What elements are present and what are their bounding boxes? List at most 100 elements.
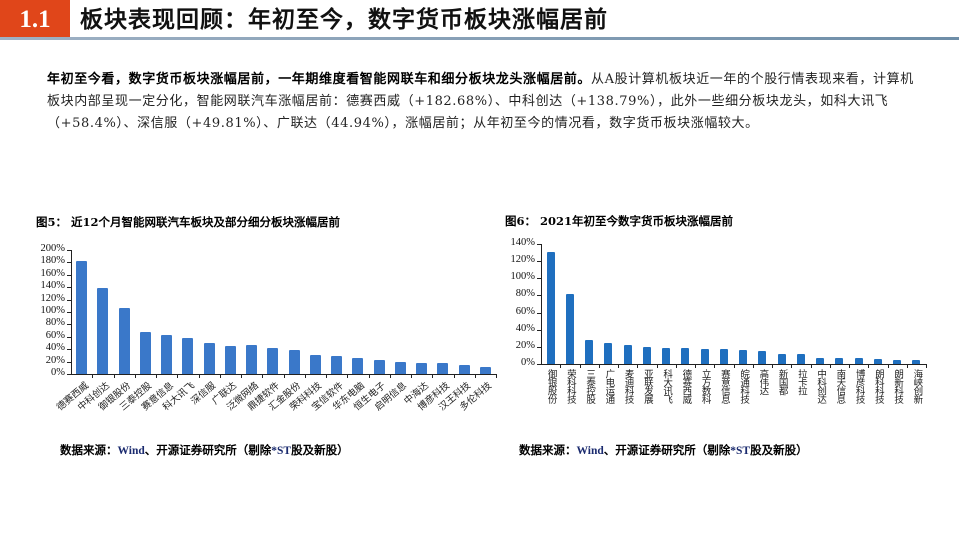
y-tick xyxy=(67,361,71,363)
x-tick xyxy=(926,364,927,368)
bar xyxy=(835,358,844,364)
x-tick xyxy=(618,364,619,368)
x-tick xyxy=(496,374,497,378)
x-tick-label: 博彦科技 xyxy=(853,369,865,403)
y-tick-label: 120% xyxy=(510,254,536,266)
bar xyxy=(97,287,109,374)
x-tick-label: 广电运通 xyxy=(603,369,615,403)
bar xyxy=(118,307,130,374)
bar xyxy=(161,334,173,374)
y-tick xyxy=(67,374,71,375)
y-tick-label: 60% xyxy=(515,305,535,317)
y-tick xyxy=(537,346,541,348)
y-tick xyxy=(67,287,71,289)
source-mid: 、开源证券研究所（剔除 xyxy=(603,443,731,457)
slide-header: 1.1 板块表现回顾：年初至今，数字货币板块涨幅居前 xyxy=(0,0,959,40)
y-tick-label: 120% xyxy=(40,292,66,304)
y-tick-label: 160% xyxy=(40,267,66,279)
source-wind: Wind xyxy=(117,445,145,457)
y-tick xyxy=(537,244,541,245)
y-tick-label: 80% xyxy=(45,317,65,329)
x-tick xyxy=(177,374,179,378)
x-tick xyxy=(411,374,412,378)
x-tick-label: 中科创达 xyxy=(815,369,827,403)
x-tick xyxy=(92,374,94,378)
y-tick-label: 40% xyxy=(515,322,535,334)
x-tick xyxy=(219,374,221,378)
y-tick xyxy=(67,299,71,301)
source-mid: 、开源证券研究所（剔除 xyxy=(144,443,272,457)
y-tick-label: 40% xyxy=(45,342,65,354)
y-tick-label: 0% xyxy=(51,367,65,378)
bar xyxy=(309,355,321,374)
bar xyxy=(352,357,364,374)
x-tick xyxy=(695,364,696,368)
x-tick xyxy=(829,364,831,368)
x-tick xyxy=(752,364,754,368)
bar xyxy=(681,348,690,364)
figure-5-source: 数据来源：Wind、开源证券研究所（剔除*ST股及新股） xyxy=(60,442,349,458)
x-tick xyxy=(156,374,157,378)
y-tick xyxy=(537,278,541,280)
bar xyxy=(719,349,728,364)
y-tick xyxy=(67,262,71,264)
y-tick xyxy=(537,312,541,314)
bar xyxy=(373,360,385,374)
x-tick-label: 赛意信息 xyxy=(718,369,730,403)
x-tick-label: 亚联发展 xyxy=(641,369,653,403)
bar xyxy=(585,340,594,364)
bar xyxy=(458,364,470,374)
x-tick-label: 南天信息 xyxy=(834,369,846,403)
bar xyxy=(912,359,921,364)
source-wind: Wind xyxy=(576,445,604,457)
source-st: *ST xyxy=(271,445,292,457)
x-tick xyxy=(389,374,391,378)
figure-5-caption: 近12个月智能网联汽车板块及部分细分板块涨幅居前 xyxy=(71,215,341,229)
bar xyxy=(758,351,767,364)
bar xyxy=(288,349,300,374)
bar xyxy=(479,366,491,374)
bar xyxy=(546,251,555,364)
x-tick xyxy=(868,364,870,368)
x-tick-label: 朗科科技 xyxy=(872,369,884,403)
x-tick xyxy=(113,374,115,378)
page-title: 板块表现回顾：年初至今，数字货币板块涨幅居前 xyxy=(80,6,608,33)
figure-6-label: 图6： xyxy=(505,214,537,228)
x-tick xyxy=(714,364,716,368)
x-tick-label: 三泰控股 xyxy=(584,369,596,403)
y-tick-label: 140% xyxy=(510,237,536,248)
y-tick xyxy=(67,324,71,326)
x-tick xyxy=(198,374,200,378)
x-tick xyxy=(241,374,242,378)
bar xyxy=(700,349,709,364)
x-tick xyxy=(637,364,639,368)
y-tick xyxy=(537,329,541,331)
bar xyxy=(394,362,406,374)
x-tick-label: 荣科科技 xyxy=(564,369,576,403)
x-tick xyxy=(432,374,434,378)
x-tick-label: 拉卡拉 xyxy=(795,369,807,395)
x-tick xyxy=(598,364,600,368)
summary-bold: 年初至今看，数字货币板块涨幅居前，一年期维度看智能网联车和细分板块龙头涨幅居前。 xyxy=(47,72,592,87)
x-tick-label: 朗新科技 xyxy=(892,369,904,403)
x-tick xyxy=(579,364,581,368)
summary-paragraph: 年初至今看，数字货币板块涨幅居前，一年期维度看智能网联车和细分板块龙头涨幅居前。… xyxy=(47,69,927,135)
x-tick-label: 高伟达 xyxy=(757,369,769,395)
summary-body: 从A股计算机板块近一年的个股行情表现来看，计算机板块内部呈现一定分化，智能网联汽… xyxy=(47,72,914,131)
source-prefix: 数据来源： xyxy=(519,443,577,457)
x-tick xyxy=(656,364,658,368)
y-tick xyxy=(537,261,541,263)
x-tick-label: 科大讯飞 xyxy=(661,369,673,403)
figure-5-title: 图5： 近12个月智能网联汽车板块及部分细分板块涨幅居前 xyxy=(36,214,340,230)
bar xyxy=(203,343,215,374)
x-tick xyxy=(849,364,850,368)
bar xyxy=(796,354,805,364)
x-tick-label: 立方数科 xyxy=(699,369,711,403)
x-tick xyxy=(675,364,677,368)
y-tick-label: 60% xyxy=(45,329,65,341)
chart-right-bar: 0% 20% 40% 60% 80% 100% 120% 140% 御银股份 荣科科技 三泰控股 广电… xyxy=(510,237,927,403)
y-tick xyxy=(67,312,71,313)
bar xyxy=(893,359,902,364)
y-tick-label: 20% xyxy=(45,354,65,366)
figure-6-caption: 2021年初至今数字货币板块涨幅居前 xyxy=(540,214,734,228)
